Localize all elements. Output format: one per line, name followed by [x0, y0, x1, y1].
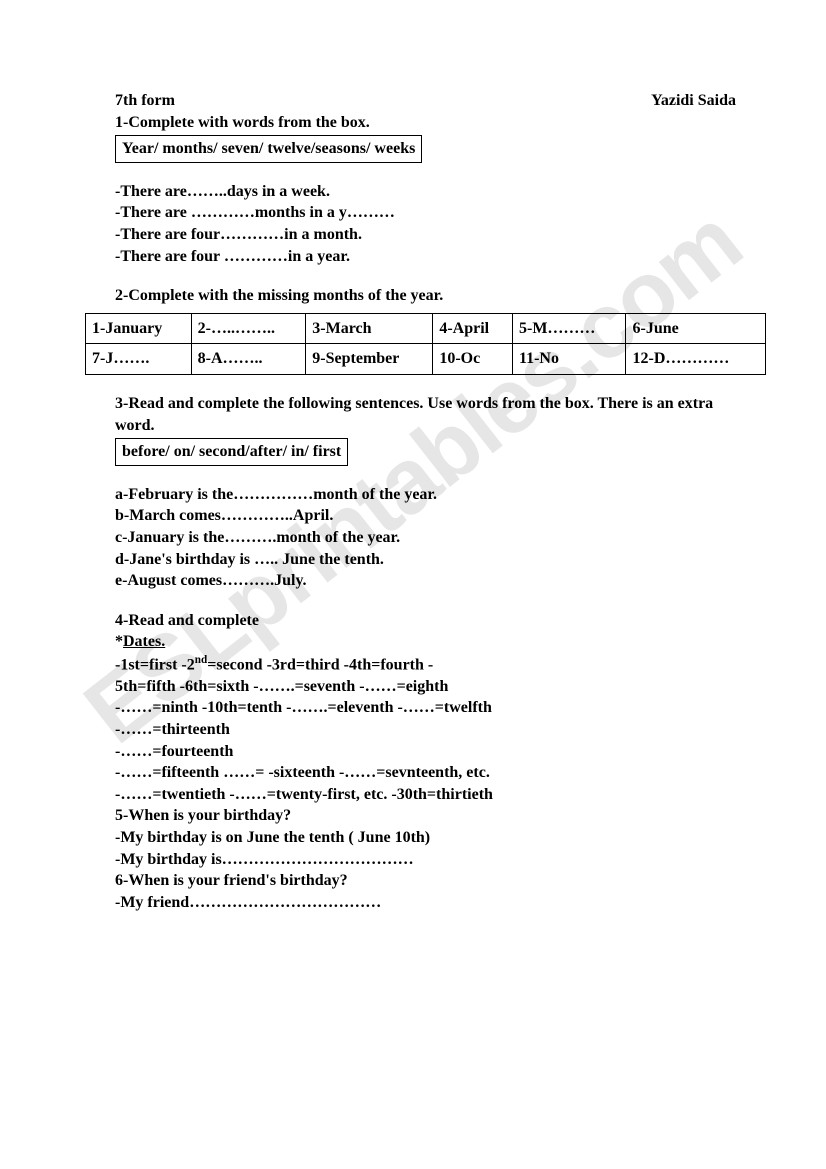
month-cell: 6-June: [626, 313, 766, 344]
q1-wordbox: Year/ months/ seven/ twelve/seasons/ wee…: [115, 135, 422, 163]
q5-prompt: 5-When is your birthday?: [115, 805, 736, 827]
q4-section: 4-Read and complete *Dates. -1st=first -…: [115, 610, 736, 806]
q4-line: -……=fifteenth ……= -sixteenth -……=sevntee…: [115, 762, 736, 784]
month-cell: 12-D…………: [626, 344, 766, 375]
header-row: 7th form Yazidi Saida: [115, 90, 736, 112]
q4-superscript: nd: [195, 654, 207, 666]
q3-line: d-Jane's birthday is ….. June the tenth.: [115, 549, 736, 571]
q4-line: 5th=fifth -6th=sixth -…….=seventh -……=ei…: [115, 676, 736, 698]
month-cell: 7-J…….: [86, 344, 192, 375]
month-cell: 11-No: [512, 344, 626, 375]
q4-subhead: *Dates.: [115, 631, 736, 653]
months-table: 1-January 2-…..…….. 3-March 4-April 5-M……: [85, 313, 766, 375]
q3-line: e-August comes……….July.: [115, 570, 736, 592]
q4-line: -……=fourteenth: [115, 741, 736, 763]
worksheet-page: 7th form Yazidi Saida 1-Complete with wo…: [0, 0, 826, 953]
q3-wordbox: before/ on/ second/after/ in/ first: [115, 438, 348, 466]
q5-line: -My birthday is on June the tenth ( June…: [115, 827, 736, 849]
q1-line: -There are four…………in a month.: [115, 224, 736, 246]
month-cell: 1-January: [86, 313, 192, 344]
q4-line: -……=thirteenth: [115, 719, 736, 741]
q5-line: -My birthday is………………………………: [115, 849, 736, 871]
q2-prompt: 2-Complete with the missing months of th…: [115, 285, 736, 307]
q6-line: -My friend………………………………: [115, 892, 736, 914]
month-cell: 2-…..……..: [191, 313, 306, 344]
q3-line: c-January is the……….month of the year.: [115, 527, 736, 549]
q1-prompt: 1-Complete with words from the box.: [115, 112, 736, 134]
q4-line: -……=ninth -10th=tenth -…….=eleventh -……=…: [115, 697, 736, 719]
table-row: 1-January 2-…..…….. 3-March 4-April 5-M……: [86, 313, 766, 344]
q4-line1-a: -1st=first -2: [115, 656, 195, 673]
month-cell: 8-A……..: [191, 344, 306, 375]
q4-line: -……=twentieth -……=twenty-first, etc. -30…: [115, 784, 736, 806]
q1-line: -There are……..days in a week.: [115, 181, 736, 203]
month-cell: 4-April: [433, 313, 513, 344]
q1-lines: -There are……..days in a week. -There are…: [115, 181, 736, 267]
q1-line: -There are four …………in a year.: [115, 246, 736, 268]
q3-line: a-February is the……………month of the year.: [115, 484, 736, 506]
q1-line: -There are …………months in a y………: [115, 202, 736, 224]
q4-prompt: 4-Read and complete: [115, 610, 736, 632]
month-cell: 5-M………: [512, 313, 626, 344]
header-right: Yazidi Saida: [651, 90, 736, 112]
q3-line: b-March comes…………..April.: [115, 505, 736, 527]
table-row: 7-J……. 8-A…….. 9-September 10-Oc 11-No 1…: [86, 344, 766, 375]
q4-line1-b: =second -3rd=third -4th=fourth -: [207, 656, 433, 673]
month-cell: 3-March: [306, 313, 433, 344]
q6-prompt: 6-When is your friend's birthday?: [115, 870, 736, 892]
q3-prompt: 3-Read and complete the following senten…: [115, 393, 736, 436]
month-cell: 9-September: [306, 344, 433, 375]
header-left: 7th form: [115, 90, 175, 112]
q3-lines: a-February is the……………month of the year.…: [115, 484, 736, 592]
month-cell: 10-Oc: [433, 344, 513, 375]
q4-line: -1st=first -2nd=second -3rd=third -4th=f…: [115, 653, 736, 676]
